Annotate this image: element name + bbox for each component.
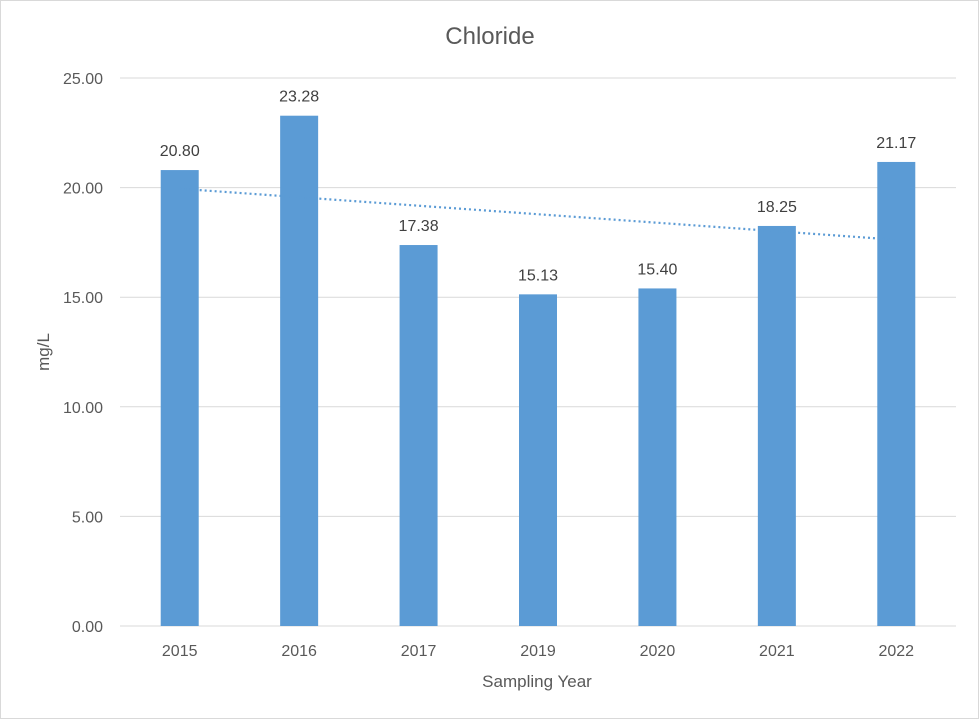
x-tick-label: 2017 — [401, 643, 437, 660]
x-tick-label: 2015 — [162, 643, 198, 660]
x-tick-label: 2016 — [281, 643, 317, 660]
data-label: 20.80 — [160, 143, 200, 160]
bars — [160, 115, 916, 627]
bar — [280, 115, 319, 627]
x-axis-title: Sampling Year — [482, 672, 592, 691]
x-tick-label: 2022 — [878, 643, 914, 660]
y-tick-label: 20.00 — [63, 181, 103, 198]
bar — [399, 245, 438, 626]
y-axis-title: mg/L — [34, 333, 53, 371]
bar — [638, 288, 677, 626]
chart-title: Chloride — [445, 23, 534, 50]
x-tick-label: 2020 — [640, 643, 676, 660]
bar — [519, 294, 557, 626]
data-label: 18.25 — [757, 199, 797, 216]
bar — [757, 225, 796, 626]
data-labels: 20.80 23.28 17.38 15.13 15.40 18.25 21.17 — [160, 89, 917, 285]
y-tick-label: 15.00 — [63, 290, 103, 307]
data-label: 21.17 — [876, 135, 916, 152]
y-tick-label: 5.00 — [72, 509, 103, 526]
y-tick-label: 0.00 — [72, 619, 103, 636]
y-tick-label: 10.00 — [63, 400, 103, 417]
x-axis-ticks: 2015 2016 2017 2019 2020 2021 2022 — [162, 643, 914, 660]
x-tick-label: 2021 — [759, 643, 795, 660]
data-label: 17.38 — [399, 218, 439, 235]
x-tick-label: 2019 — [520, 643, 556, 660]
y-tick-label: 25.00 — [63, 71, 103, 88]
bar — [877, 161, 916, 626]
bar — [160, 170, 199, 626]
data-label: 23.28 — [279, 89, 319, 106]
y-axis-ticks: 0.00 5.00 10.00 15.00 20.00 25.00 — [63, 71, 103, 636]
data-label: 15.13 — [518, 267, 558, 284]
data-label: 15.40 — [637, 261, 677, 278]
